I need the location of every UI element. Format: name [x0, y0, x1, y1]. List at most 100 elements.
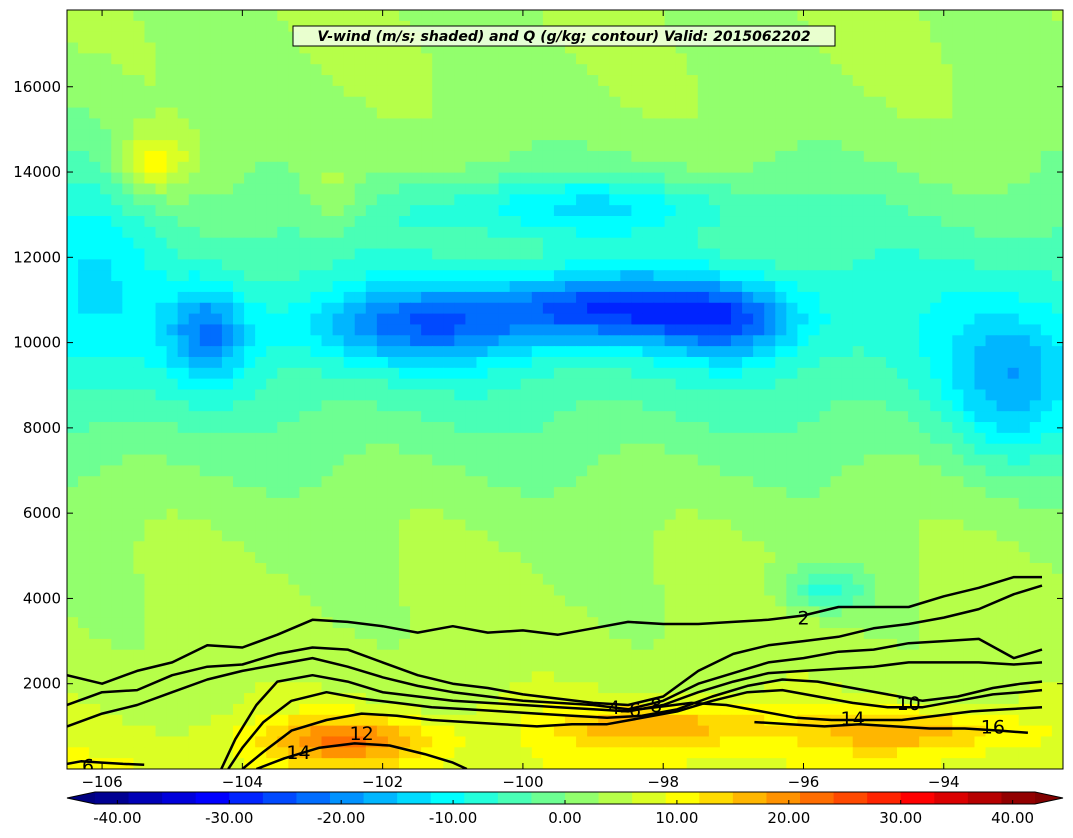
heatmap-cell [786, 530, 798, 542]
heatmap-cell [930, 10, 942, 22]
heatmap-cell [122, 595, 134, 607]
heatmap-cell [908, 129, 920, 141]
heatmap-cell [354, 562, 367, 575]
heatmap-cell [664, 400, 677, 412]
heatmap-cell [874, 85, 887, 98]
heatmap-cell [841, 324, 854, 336]
heatmap-cell [100, 508, 112, 521]
heatmap-cell [399, 389, 411, 401]
heatmap-cell [930, 53, 942, 65]
heatmap-cell [631, 508, 644, 521]
heatmap-cell [697, 530, 710, 542]
heatmap-cell [343, 140, 356, 152]
heatmap-cell [210, 237, 223, 250]
heatmap-cell [897, 172, 909, 185]
heatmap-cell [520, 411, 533, 423]
heatmap-cell [897, 346, 909, 358]
heatmap-cell [609, 53, 621, 65]
heatmap-cell [1018, 422, 1031, 434]
heatmap-cell [465, 356, 478, 369]
heatmap-cell [708, 356, 721, 369]
heatmap-cell [188, 216, 201, 228]
heatmap-cell [310, 346, 323, 358]
heatmap-cell [266, 595, 278, 607]
heatmap-cell [1051, 335, 1063, 347]
heatmap-cell [686, 205, 699, 217]
heatmap-cell [89, 259, 101, 271]
heatmap-cell [731, 118, 743, 130]
heatmap-cell [1040, 584, 1053, 597]
heatmap-cell [885, 356, 898, 369]
heatmap-cell [454, 281, 466, 293]
heatmap-cell [199, 226, 212, 239]
heatmap-cell [199, 291, 212, 304]
heatmap-cell [476, 172, 489, 185]
heatmap-cell [343, 42, 356, 54]
heatmap-cell [78, 335, 90, 347]
heatmap-cell [642, 281, 655, 293]
heatmap-cell [830, 194, 843, 206]
heatmap-cell [155, 20, 168, 33]
heatmap-cell [1051, 129, 1063, 141]
heatmap-cell [996, 508, 1009, 521]
heatmap-cell [609, 107, 621, 120]
heatmap-cell [609, 129, 621, 141]
heatmap-cell [354, 237, 367, 250]
heatmap-cell [686, 335, 699, 347]
heatmap-cell [952, 31, 964, 44]
heatmap-cell [67, 476, 79, 488]
heatmap-cell [133, 270, 146, 282]
heatmap-cell [454, 465, 466, 477]
heatmap-cell [432, 411, 444, 423]
heatmap-cell [675, 291, 688, 304]
heatmap-cell [244, 443, 256, 456]
heatmap-cell [177, 367, 190, 380]
heatmap-cell [852, 432, 865, 445]
heatmap-cell [609, 324, 621, 336]
heatmap-cell [465, 367, 478, 380]
heatmap-cell [553, 85, 566, 98]
heatmap-cell [78, 595, 90, 607]
heatmap-cell [1007, 150, 1020, 163]
heatmap-cell [365, 562, 378, 575]
heatmap-cell [941, 356, 953, 369]
heatmap-cell [565, 595, 577, 607]
heatmap-cell [1018, 291, 1031, 304]
heatmap-cell [443, 346, 455, 358]
heatmap-cell [930, 183, 942, 195]
heatmap-cell [432, 107, 444, 120]
heatmap-cell [531, 313, 544, 326]
heatmap-cell [399, 216, 411, 228]
heatmap-cell [1040, 465, 1053, 477]
heatmap-cell [310, 313, 323, 326]
heatmap-cell [299, 606, 312, 618]
heatmap-cell [277, 10, 289, 22]
heatmap-cell [277, 422, 289, 434]
heatmap-cell [797, 107, 810, 120]
heatmap-cell [476, 10, 489, 22]
heatmap-cell [255, 519, 267, 532]
heatmap-cell [885, 313, 898, 326]
heatmap-cell [387, 595, 400, 607]
heatmap-cell [609, 205, 621, 217]
heatmap-cell [487, 259, 500, 271]
heatmap-cell [399, 302, 411, 315]
heatmap-cell [399, 465, 411, 477]
heatmap-cell [919, 324, 931, 336]
heatmap-cell [775, 389, 787, 401]
heatmap-cell [188, 64, 201, 76]
heatmap-cell [908, 465, 920, 477]
heatmap-cell [177, 226, 190, 239]
heatmap-cell [166, 150, 179, 163]
heatmap-cell [443, 107, 455, 120]
heatmap-cell [78, 530, 90, 542]
heatmap-cell [565, 378, 577, 391]
heatmap-cell [642, 541, 655, 553]
heatmap-cell [188, 140, 201, 152]
heatmap-cell [952, 465, 964, 477]
heatmap-cell [553, 302, 566, 315]
heatmap-cell [1007, 75, 1020, 87]
heatmap-cell [598, 378, 610, 391]
heatmap-cell [421, 237, 433, 250]
heatmap-cell [487, 400, 500, 412]
